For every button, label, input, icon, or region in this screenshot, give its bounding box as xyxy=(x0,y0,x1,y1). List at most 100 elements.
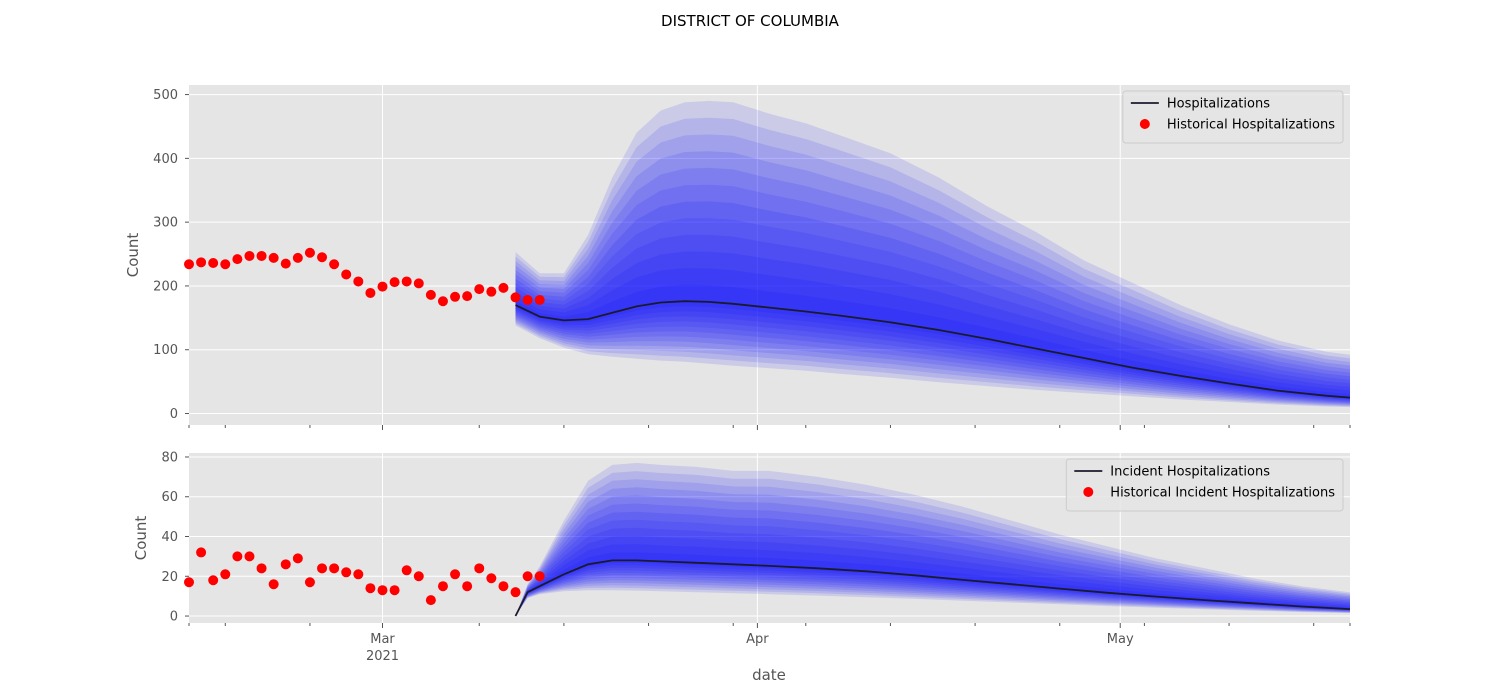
forecast-band xyxy=(515,100,1350,408)
historical-point xyxy=(220,569,231,580)
forecast-band xyxy=(515,544,1350,616)
forecast-band xyxy=(515,117,1350,407)
historical-point xyxy=(389,277,400,288)
historical-point xyxy=(220,259,231,270)
historical-point xyxy=(450,291,461,302)
forecast-band xyxy=(515,167,1350,404)
historical-point xyxy=(534,294,545,305)
y-tick-label: 100 xyxy=(153,343,178,358)
historical-point xyxy=(425,289,436,300)
historical-point xyxy=(304,577,315,588)
panel-incident-hospitalizations: 0 20 40 60 80 Count Incident Hospitalizations H… xyxy=(132,450,1351,628)
historical-point xyxy=(462,291,473,302)
historical-point xyxy=(498,581,509,592)
historical-point xyxy=(232,551,243,562)
y-tick-label: 0 xyxy=(170,610,178,625)
historical-point xyxy=(365,583,376,594)
historical-point xyxy=(329,563,340,574)
historical-point xyxy=(244,250,255,261)
historical-point xyxy=(522,571,533,582)
historical-point xyxy=(304,247,315,258)
historical-point xyxy=(401,276,412,287)
historical-point xyxy=(196,257,207,268)
y-tick-label: 500 xyxy=(153,88,178,103)
forecast-band xyxy=(515,479,1350,616)
x-tick-label: Apr xyxy=(746,632,769,647)
historical-point xyxy=(208,575,219,586)
grid xyxy=(189,453,1350,623)
historical-point xyxy=(184,577,194,588)
y-tick-label: 0 xyxy=(170,407,178,422)
x-ticks xyxy=(188,623,1351,628)
legend-label: Incident Hospitalizations xyxy=(1110,465,1270,480)
forecast-band xyxy=(515,471,1350,616)
historical-point xyxy=(510,292,521,303)
historical-point xyxy=(498,282,509,293)
historical-point xyxy=(256,250,267,261)
legend: Hospitalizations Historical Hospitalizati… xyxy=(1122,90,1344,144)
legend-box xyxy=(1122,90,1344,144)
historical-point xyxy=(268,252,279,263)
legend-label: Hospitalizations xyxy=(1167,97,1270,112)
forecast-band xyxy=(515,268,1350,400)
forecast-bands xyxy=(515,462,1350,616)
historical-point xyxy=(401,565,412,576)
historical-point xyxy=(486,573,497,584)
panel-hospitalizations: 0 100 200 300 400 500 Count Hospitalizations His… xyxy=(124,85,1351,430)
historical-point xyxy=(522,294,533,305)
x-tick-sublabel: 2021 xyxy=(366,649,399,664)
forecast-band xyxy=(515,201,1350,403)
historical-point xyxy=(365,287,376,298)
historical-point xyxy=(196,547,207,558)
historical-points xyxy=(184,247,545,307)
historical-point xyxy=(474,284,485,295)
forecast-band xyxy=(515,487,1350,616)
forecast-band xyxy=(515,552,1350,616)
historical-point xyxy=(256,563,267,574)
y-tick-label: 300 xyxy=(153,216,178,231)
historical-point xyxy=(329,259,340,270)
legend-box xyxy=(1065,458,1344,512)
historical-point xyxy=(474,563,485,574)
historical-point xyxy=(280,559,291,570)
legend-swatch-dot xyxy=(1083,487,1094,497)
historical-point xyxy=(425,595,436,606)
historical-point xyxy=(510,587,521,598)
forecast-median-line xyxy=(515,300,1351,399)
historical-point xyxy=(244,551,255,562)
forecast-band xyxy=(515,462,1350,616)
historical-point xyxy=(232,254,243,265)
legend: Incident Hospitalizations Historical Inci… xyxy=(1065,458,1344,512)
y-axis-label: Count xyxy=(124,233,142,278)
y-tick-label: 40 xyxy=(161,530,178,545)
forecast-band xyxy=(515,234,1350,401)
historical-point xyxy=(317,563,328,574)
historical-point xyxy=(486,286,497,297)
historical-point xyxy=(292,553,303,564)
chart-title: DISTRICT OF COLUMBIA xyxy=(661,12,840,30)
historical-point xyxy=(462,581,473,592)
historical-point xyxy=(437,581,448,592)
historical-point xyxy=(534,571,545,582)
historical-point xyxy=(377,281,388,292)
y-tick-label: 400 xyxy=(153,152,178,167)
y-tick-label: 60 xyxy=(161,490,178,505)
y-axis-label: Count xyxy=(132,516,150,561)
forecast-band xyxy=(515,495,1350,616)
forecast-band xyxy=(515,503,1350,616)
forecast-band xyxy=(515,511,1350,616)
historical-point xyxy=(317,252,328,263)
y-tick-label: 80 xyxy=(161,450,178,465)
forecast-band xyxy=(515,134,1350,406)
historical-point xyxy=(389,585,400,596)
historical-point xyxy=(377,585,388,596)
legend-label: Historical Hospitalizations xyxy=(1167,118,1335,133)
historical-point xyxy=(450,569,461,580)
historical-points xyxy=(184,547,545,606)
historical-point xyxy=(341,567,352,578)
forecast-band xyxy=(515,151,1350,405)
historical-point xyxy=(353,276,364,287)
y-tick-label: 200 xyxy=(153,279,178,294)
historical-point xyxy=(437,296,448,307)
